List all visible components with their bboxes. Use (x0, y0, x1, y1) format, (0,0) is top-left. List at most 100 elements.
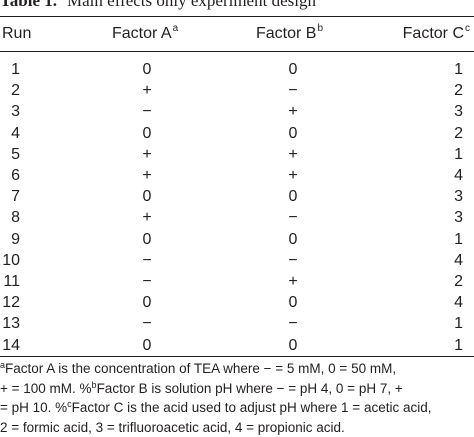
run-cell-value: 3 (11, 103, 20, 120)
factor-a-cell-value: + (142, 207, 151, 228)
header-factor-c-note: c (465, 23, 470, 34)
run-cell: 9 (0, 229, 20, 250)
run-cell-value: 6 (11, 167, 20, 184)
footnote-a-text-cont: + = 100 mM. % (0, 381, 92, 396)
factor-c-cell: 4 (454, 250, 463, 271)
factor-c-cell: 2 (454, 271, 463, 292)
table-row: 6 + +4 (0, 165, 474, 186)
run-cell: 4 (0, 123, 20, 144)
footnote-a-text: Factor A is the concentration of TEA whe… (5, 361, 396, 376)
factor-a-cell-value: 0 (143, 123, 152, 144)
factor-c-cell-value: 1 (454, 231, 463, 248)
factor-b-cell-value: − (288, 80, 297, 101)
factor-c-cell: 4 (454, 292, 463, 313)
factor-c-cell: 1 (454, 59, 463, 80)
factor-c-cell: 3 (454, 101, 463, 122)
factor-b-cell-value: 0 (289, 292, 298, 313)
table-footnotes: aFactor A is the concentration of TEA wh… (0, 360, 474, 437)
factor-b-cell-value: + (288, 101, 297, 122)
factor-c-cell: 1 (454, 335, 463, 356)
factor-c-cell: 1 (454, 144, 463, 165)
header-factor-a-note: a (173, 23, 179, 34)
factor-c-cell: 2 (454, 123, 463, 144)
table-row: 11 − +2 (0, 271, 474, 292)
table-row: 1 0 0 1 (0, 59, 474, 80)
footnote-c-text: Factor C is the acid used to adjust pH w… (72, 400, 432, 415)
run-cell: 3 (0, 101, 20, 122)
run-cell: 14 (0, 335, 20, 356)
factor-b-cell-value: + (288, 144, 297, 165)
header-run: Run (2, 23, 31, 45)
footnote-mark-c: c (67, 399, 72, 409)
factor-c-cell: 1 (454, 313, 463, 334)
run-cell-value: 14 (2, 337, 20, 354)
run-cell: 10 (0, 250, 20, 271)
footnote-b-text-cont: = pH 10. % (0, 400, 67, 415)
table-row: 3−+3 (0, 101, 474, 122)
top-rule (0, 16, 474, 17)
factor-a-cell-value: + (142, 80, 151, 101)
table-caption: Table 1. Main effects only experiment des… (0, 0, 474, 11)
header-factor-b: Factor Bb (256, 23, 323, 47)
factor-a-cell-value: 0 (143, 229, 152, 250)
factor-c-cell: 4 (454, 165, 463, 186)
header-factor-b-label: Factor B (256, 25, 316, 42)
factor-a-cell-value: − (142, 271, 151, 292)
run-cell: 2 (0, 80, 20, 101)
factor-a-cell-value: 0 (143, 59, 152, 80)
header-rule (0, 51, 474, 52)
factor-c-cell-value: 1 (454, 61, 463, 78)
factor-b-cell-value: + (288, 165, 297, 186)
factor-a-cell-value: + (142, 165, 151, 186)
run-cell: 11 (0, 271, 20, 292)
factor-c-cell-value: 2 (454, 125, 463, 142)
factor-b-cell-value: − (288, 313, 297, 334)
factor-b-cell-value: 0 (289, 229, 298, 250)
run-cell: 8 (0, 207, 20, 228)
factor-b-cell-value: 0 (289, 186, 298, 207)
footnote-mark-b: b (92, 380, 97, 390)
factor-c-cell: 3 (454, 207, 463, 228)
footnote-line-3: = pH 10. %cFactor C is the acid used to … (0, 399, 474, 419)
factor-a-cell-value: − (142, 313, 151, 334)
factor-c-cell: 3 (454, 186, 463, 207)
header-factor-a: Factor Aa (112, 23, 178, 47)
factor-c-cell-value: 3 (454, 103, 463, 120)
table-label: Table 1. (0, 0, 57, 10)
header-factor-b-note: b (317, 23, 323, 34)
factor-a-cell-value: 0 (143, 335, 152, 356)
run-cell-value: 4 (11, 125, 20, 142)
factor-a-cell-value: − (142, 250, 151, 271)
factor-c-cell-value: 4 (454, 252, 463, 269)
factor-a-cell-value: + (142, 144, 151, 165)
factor-c-cell-value: 1 (454, 337, 463, 354)
run-cell-value: 13 (2, 315, 20, 332)
run-cell-value: 8 (11, 209, 20, 226)
factor-c-cell-value: 3 (454, 209, 463, 226)
footnote-mark-a: a (0, 360, 5, 370)
table-row: 8+−3 (0, 207, 474, 228)
run-cell-value: 11 (3, 273, 20, 290)
factor-c-cell-value: 2 (454, 273, 463, 290)
factor-b-cell-value: 0 (289, 59, 298, 80)
footnote-line-1: aFactor A is the concentration of TEA wh… (0, 360, 474, 380)
table-title: Main effects only experiment design (67, 0, 316, 10)
factor-c-cell-value: 3 (454, 188, 463, 205)
table-row: 9 0 0 1 (0, 229, 474, 250)
run-cell: 1 (0, 59, 20, 80)
header-factor-c: Factor Cc (403, 23, 470, 47)
run-cell: 5 (0, 144, 20, 165)
factor-c-cell: 1 (454, 229, 463, 250)
factor-a-cell-value: 0 (143, 292, 152, 313)
footnote-b-text: Factor B is solution pH where − = pH 4, … (97, 381, 403, 396)
run-cell-value: 1 (11, 61, 20, 78)
run-cell-value: 5 (11, 146, 20, 163)
table-header: Run Factor Aa Factor Bb Factor Cc (0, 23, 474, 45)
factor-c-cell-value: 4 (454, 167, 463, 184)
factor-b-cell-value: + (288, 271, 297, 292)
table-row: 13 − − 1 (0, 313, 474, 334)
